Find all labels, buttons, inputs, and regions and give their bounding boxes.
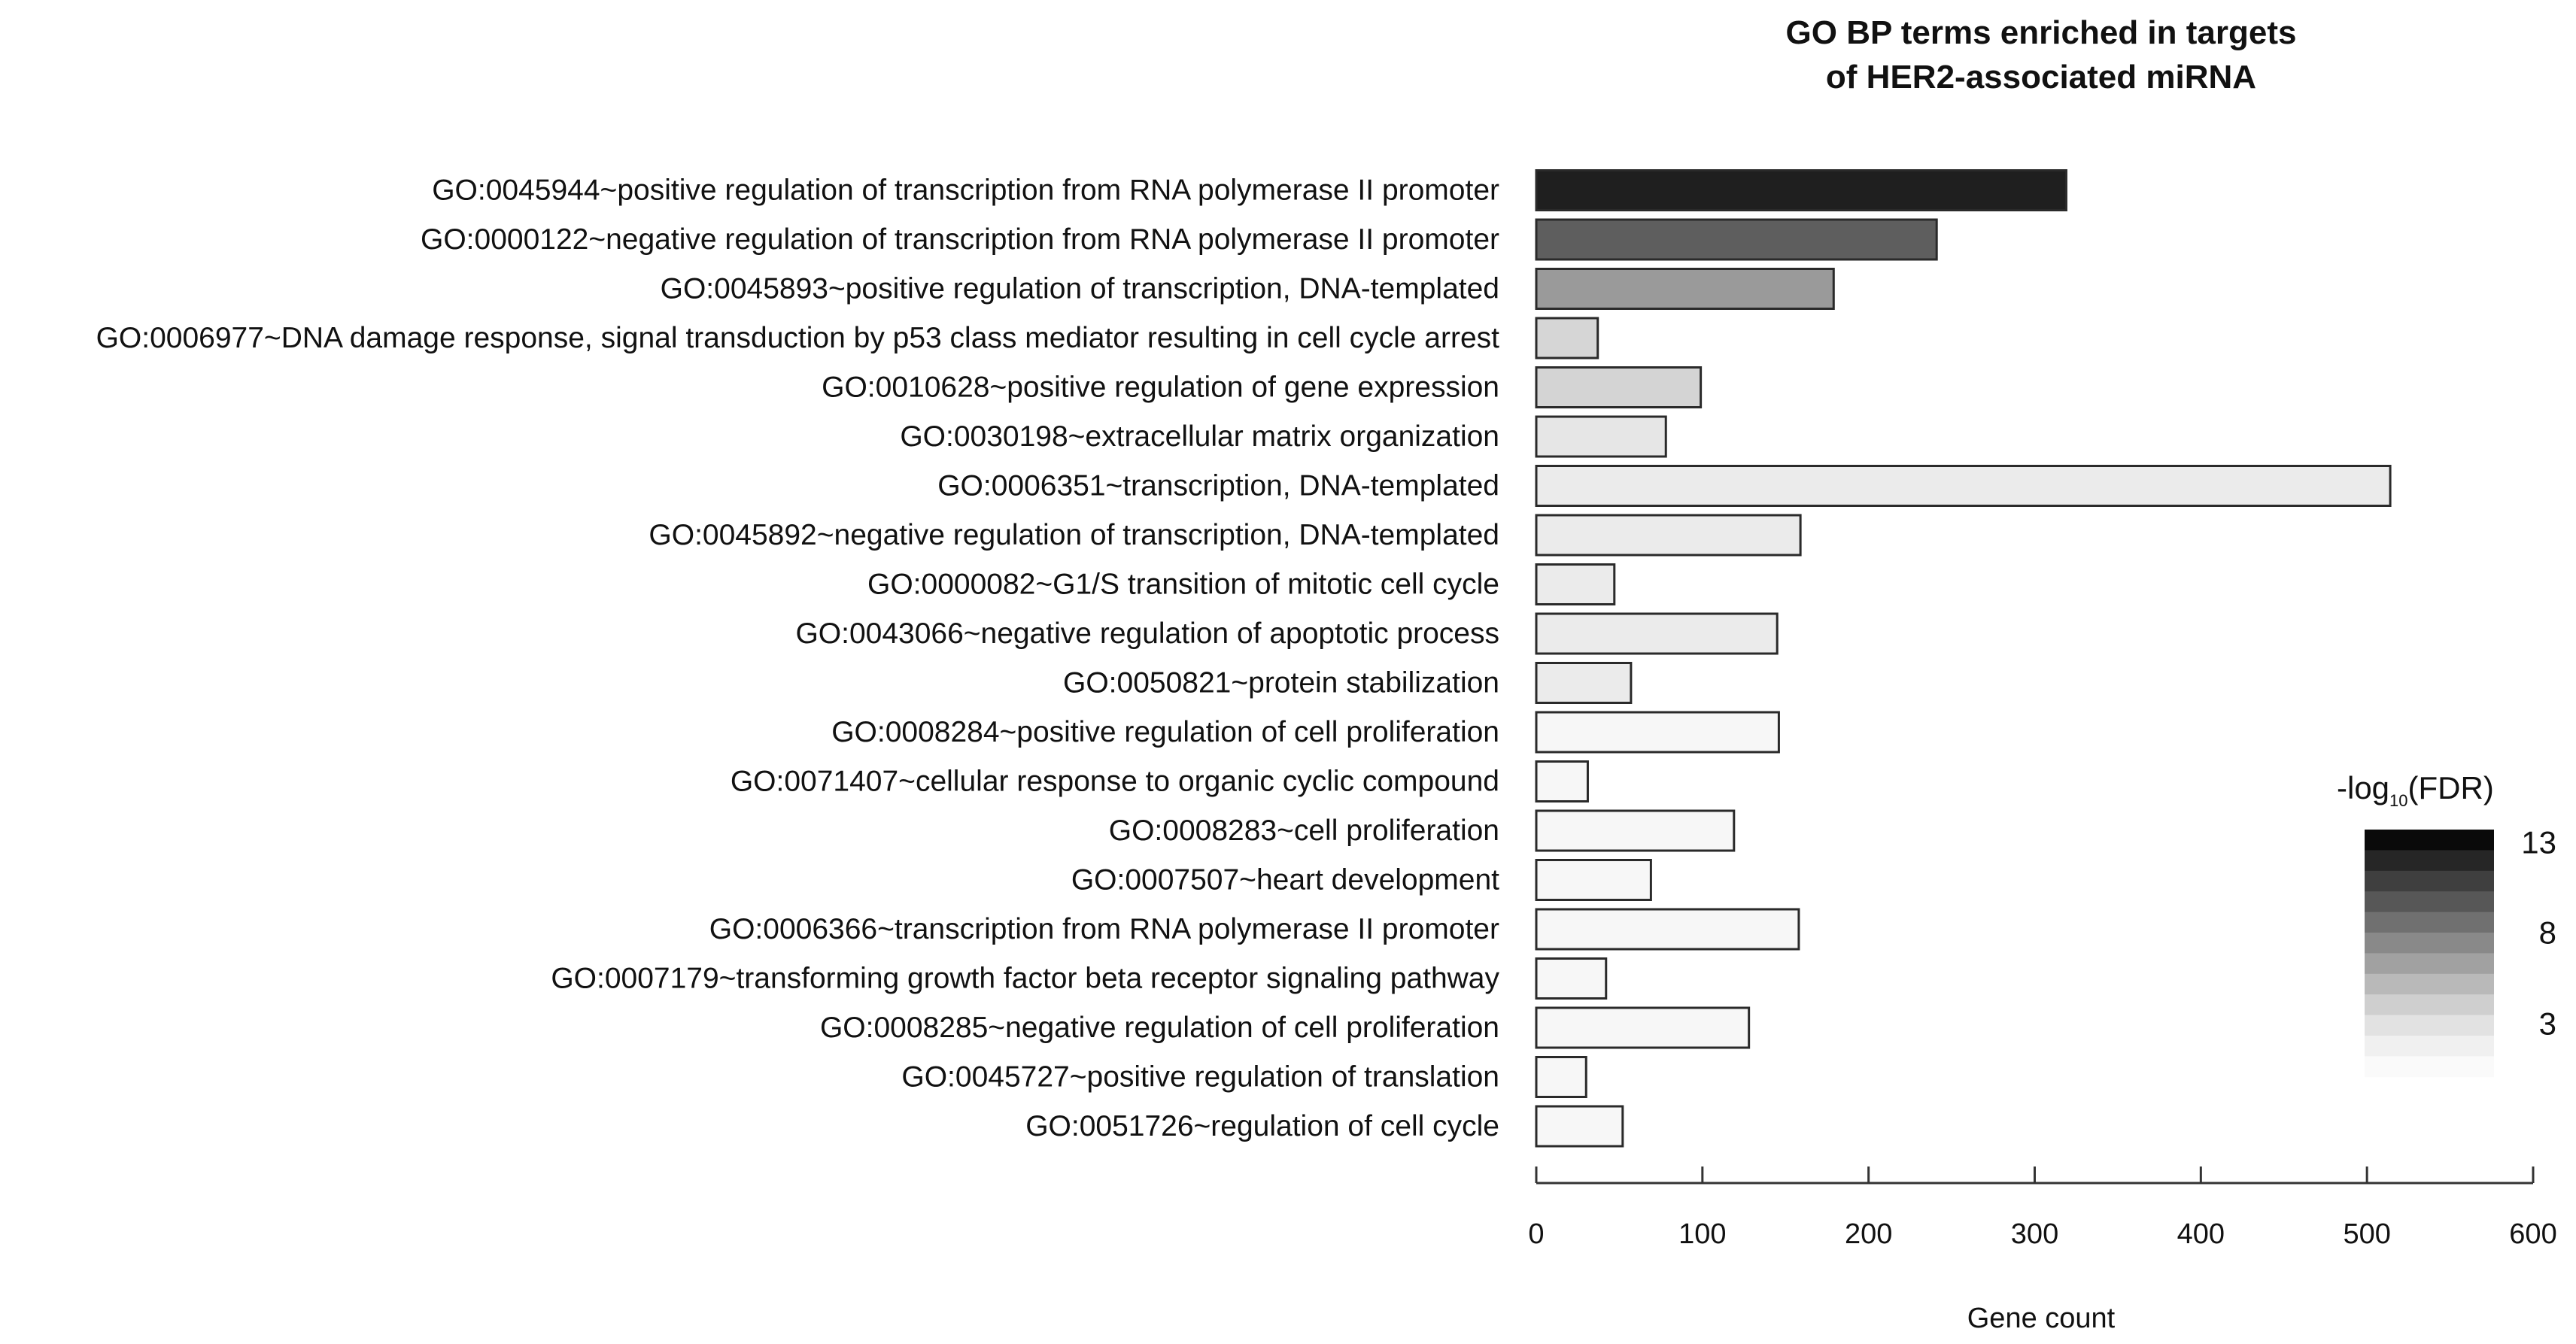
legend-gradient [2365, 830, 2494, 1078]
legend-title-subscript: 10 [2389, 791, 2407, 810]
legend-label: 13 [2521, 825, 2556, 860]
bar [1535, 760, 1589, 802]
bar [1535, 1056, 1587, 1098]
legend-swatch [2365, 953, 2494, 975]
bar [1535, 415, 1667, 458]
bar [1535, 268, 1835, 310]
x-tick-label: 0 [1528, 1218, 1544, 1250]
legend-swatch [2365, 830, 2494, 851]
x-axis-title: Gene count [1967, 1303, 2116, 1334]
bar [1535, 563, 1616, 605]
category-label: GO:0000082~G1/S transition of mitotic ce… [867, 569, 1499, 601]
category-label: GO:0008283~cell proliferation [1109, 815, 1499, 847]
legend-label: 3 [2539, 1006, 2556, 1042]
category-label: GO:0043066~negative regulation of apopto… [795, 617, 1499, 650]
legend-label: 8 [2539, 915, 2556, 951]
bar [1535, 809, 1736, 852]
legend-swatch [2365, 1056, 2494, 1078]
bar [1535, 169, 2067, 211]
bars [1535, 169, 2392, 1148]
legend-swatch [2365, 1015, 2494, 1036]
category-label: GO:0008285~negative regulation of cell p… [820, 1012, 1499, 1044]
x-tick-label: 600 [2509, 1218, 2556, 1250]
bar [1535, 514, 1802, 557]
legend-swatch [2365, 933, 2494, 954]
bar [1535, 957, 1608, 1000]
legend-title: -log10(FDR) [2337, 770, 2494, 810]
bar [1535, 1006, 1751, 1049]
category-label: GO:0045893~positive regulation of transc… [661, 273, 1499, 305]
chart-title: GO BP terms enriched in targets of HER2-… [1786, 14, 2297, 96]
category-label: GO:0045944~positive regulation of transc… [432, 174, 1499, 207]
legend-swatch [2365, 850, 2494, 872]
category-label: GO:0045727~positive regulation of transl… [901, 1061, 1499, 1094]
category-label: GO:0006351~transcription, DNA-templated [937, 470, 1499, 502]
category-label: GO:0007179~transforming growth factor be… [551, 963, 1499, 995]
category-label: GO:0071407~cellular response to organic … [731, 766, 1499, 798]
chart-title-line-1: GO BP terms enriched in targets [1786, 14, 2297, 51]
legend-swatch [2365, 1036, 2494, 1057]
x-tick-label: 100 [1678, 1218, 1726, 1250]
legend-labels: 13 8 3 [2521, 825, 2556, 1042]
bar [1535, 1105, 1624, 1148]
category-label: GO:0007507~heart development [1071, 864, 1499, 897]
bar [1535, 317, 1599, 360]
color-legend: -log10(FDR) 13 8 3 [2337, 770, 2556, 1078]
category-labels: GO:0045944~positive regulation of transc… [96, 174, 1500, 1143]
bar [1535, 662, 1633, 704]
category-label: GO:0006366~transcription from RNA polyme… [709, 913, 1499, 945]
bar [1535, 218, 1938, 261]
bar [1535, 859, 1652, 901]
bar [1535, 612, 1779, 655]
legend-swatch [2365, 870, 2494, 892]
bar [1535, 711, 1780, 754]
legend-swatch [2365, 994, 2494, 1016]
x-tick-label: 200 [1845, 1218, 1892, 1250]
legend-swatch [2365, 891, 2494, 913]
legend-title-main: -log [2337, 770, 2389, 805]
category-label: GO:0051726~regulation of cell cycle [1025, 1110, 1499, 1142]
legend-swatch [2365, 973, 2494, 995]
chart-title-line-2: of HER2-associated miRNA [1826, 59, 2256, 96]
category-label: GO:0006977~DNA damage response, signal t… [96, 322, 1500, 354]
category-label: GO:0050821~protein stabilization [1063, 667, 1499, 699]
legend-swatch [2365, 912, 2494, 933]
x-tick-label: 400 [2177, 1218, 2225, 1250]
category-label: GO:0008284~positive regulation of cell p… [831, 716, 1499, 748]
legend-title-end: (FDR) [2408, 770, 2494, 805]
x-axis: 0 100 200 300 400 500 600 [1528, 1167, 2557, 1250]
bar [1535, 366, 1703, 408]
category-label: GO:0045892~negative regulation of transc… [649, 519, 1499, 551]
bar [1535, 908, 1800, 951]
x-tick-label: 500 [2343, 1218, 2390, 1250]
category-label: GO:0030198~extracellular matrix organiza… [900, 420, 1499, 453]
category-label: GO:0000122~negative regulation of transc… [421, 223, 1499, 256]
bar [1535, 465, 2392, 507]
x-tick-label: 300 [2011, 1218, 2058, 1250]
category-label: GO:0010628~positive regulation of gene e… [822, 372, 1499, 404]
